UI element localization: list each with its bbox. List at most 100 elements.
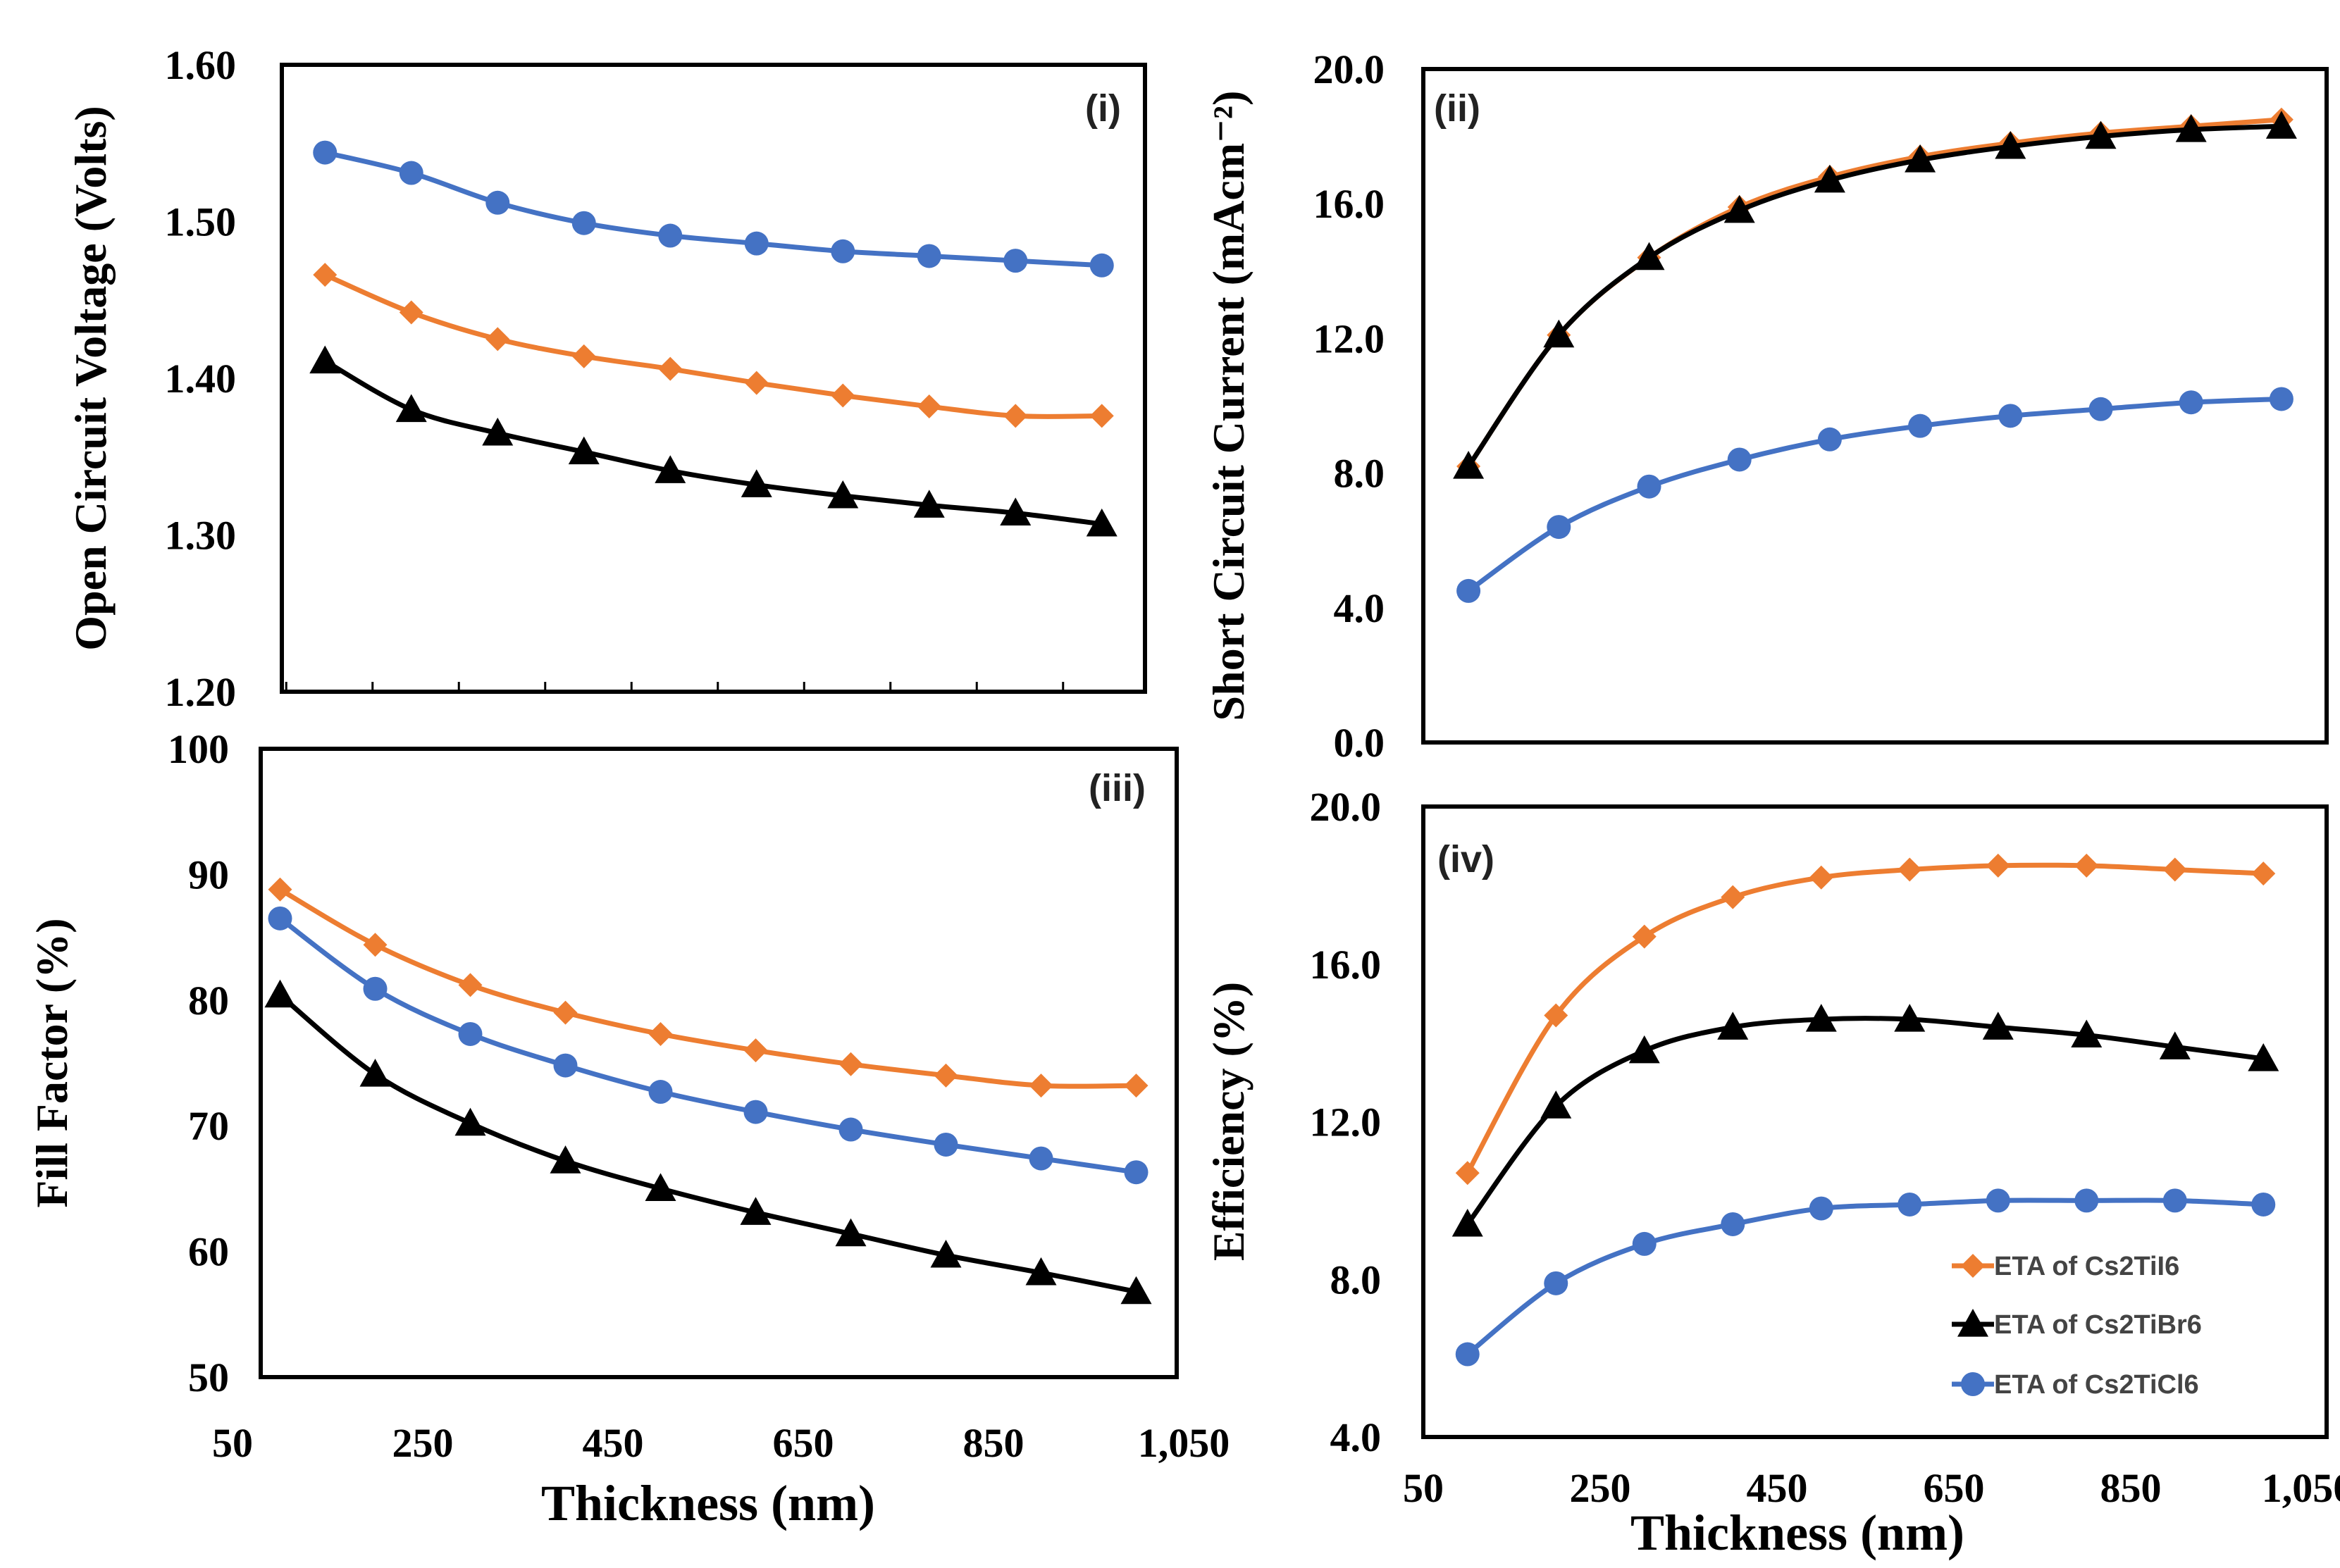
x-tick-label: 450 [1747,1465,1808,1511]
data-point-circle [363,976,388,1001]
data-point-diamond [1632,924,1657,949]
y-tick-label: 100 [168,726,229,772]
data-point-diamond [2074,853,2099,878]
y-tick-label: 12.0 [1310,1100,1382,1145]
data-point-triangle [1995,130,2026,159]
data-point-triangle [1805,1004,1837,1032]
y-tick-label: 50 [188,1355,229,1400]
data-point-triangle [645,1173,676,1201]
plot-frame [1421,804,2329,1439]
data-point-diamond [1003,404,1028,428]
x-tick-label: 250 [1570,1465,1631,1511]
y-tick-label: 16.0 [1313,181,1385,227]
data-point-circle [658,223,683,248]
data-point-circle [917,244,941,268]
data-point-diamond [1544,1003,1568,1028]
y-tick-label: 0.0 [1334,720,1385,766]
x-axis-label: Thickness (nm) [1630,1505,1964,1561]
data-point-diamond [313,263,338,287]
data-point-triangle [835,1218,867,1247]
data-point-triangle [913,490,945,518]
data-point-circle [1727,447,1752,472]
legend-item: ETA of Cs2TiBr6 [1952,1309,2202,1340]
x-tick-label: 450 [583,1420,644,1466]
data-point-circle [744,231,769,256]
panel-label: (iv) [1437,838,1494,881]
data-point-circle [2179,390,2203,415]
data-point-circle [1455,1342,1480,1367]
data-point-circle [1089,253,1114,278]
data-point-triangle [1086,508,1118,537]
data-point-circle [1721,1212,1745,1236]
y-tick-label: 60 [188,1229,229,1275]
data-point-circle [1632,1231,1657,1256]
y-tick-label: 70 [188,1103,229,1149]
data-point-triangle [568,436,600,465]
data-point-triangle [2071,1019,2103,1048]
x-tick-label: 650 [1924,1465,1985,1511]
y-tick-label: 1.50 [165,199,237,245]
data-point-diamond [553,1000,578,1025]
data-point-triangle [1540,1090,1572,1119]
legend: ETA of Cs2TiI6 ETA of Cs2TiBr6 ETA of Cs2T… [1952,1252,2202,1400]
data-point-diamond [1029,1074,1053,1098]
legend-marker-diamond [1961,1254,1985,1278]
panel-label: (ii) [1434,87,1480,130]
y-tick-label: 8.0 [1330,1257,1382,1302]
data-point-circle [2162,1188,2187,1213]
y-tick-label: 80 [188,978,229,1023]
y-axis-label: Open Circuit Voltage (Volts) [66,106,116,650]
series-line-circle [324,150,1102,268]
data-point-diamond [363,933,388,957]
data-point-triangle [359,1059,391,1087]
data-point-triangle [930,1239,962,1268]
series-line-diamond [323,272,1102,419]
data-point-circle [2088,397,2113,421]
y-tick-label: 1.60 [165,42,237,88]
data-point-diamond [658,356,683,381]
chart-panel-2: 0.0 4.0 8.0 12.0 16.0 20.0 Short Circuit Curre… [1203,46,2329,766]
data-point-diamond [2251,861,2276,886]
chart-panel-3: 50 60 70 80 90 100 50 250 450 650 850 1,050 Fill Fac… [27,726,1230,1531]
data-point-circle [1998,404,2023,428]
legend-item: ETA of Cs2TiI6 [1952,1252,2179,1281]
data-point-circle [1544,1271,1568,1295]
data-point-circle [2251,1192,2276,1217]
plot-frame [259,747,1179,1379]
data-point-diamond [1124,1074,1149,1098]
series-line-triangle [323,359,1103,527]
x-tick-label: 1,050 [1138,1420,1230,1466]
series-line-diamond [278,887,1137,1089]
legend-marker-triangle [1957,1309,1988,1337]
data-point-diamond [1898,857,1922,882]
data-point-triangle [454,1107,486,1136]
series-line-triangle [1466,123,2282,468]
data-point-diamond [268,877,292,902]
x-axis-label: Thickness (nm) [541,1475,875,1531]
data-point-diamond [743,1038,768,1063]
legend-marker-circle [1961,1372,1985,1396]
data-point-circle [458,1021,483,1046]
panel-label: (iii) [1089,767,1146,809]
y-tick-label: 1.30 [165,513,237,559]
x-tick-label: 1,050 [2262,1465,2340,1511]
y-axis-label: Short Circuit Current (mAcm⁻²) [1203,91,1253,721]
y-tick-label: 4.0 [1330,1414,1382,1460]
data-point-triangle [2175,114,2207,142]
data-point-circle [313,140,338,165]
data-point-diamond [571,344,596,368]
data-point-circle [553,1053,578,1078]
data-point-triangle [1982,1012,2014,1040]
data-point-triangle [1633,242,1665,270]
data-point-circle [2074,1188,2099,1213]
y-tick-label: 12.0 [1313,316,1385,361]
data-point-circle [1986,1188,2010,1213]
data-point-triangle [1814,164,1845,193]
data-point-circle [1809,1196,1833,1221]
data-point-circle [1124,1160,1149,1185]
data-point-circle [648,1080,673,1105]
data-point-diamond [934,1063,958,1088]
x-tick-label: 250 [392,1420,454,1466]
panel-label: (i) [1085,87,1121,130]
data-point-triangle [1025,1257,1057,1286]
